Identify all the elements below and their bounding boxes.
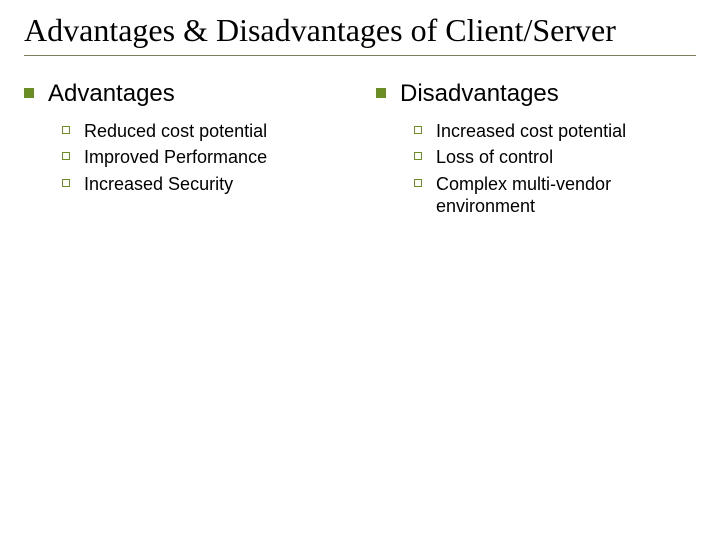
- column-disadvantages: Disadvantages Increased cost potential L…: [376, 80, 696, 222]
- column-heading: Advantages: [48, 80, 175, 108]
- title-block: Advantages & Disadvantages of Client/Ser…: [24, 12, 696, 56]
- square-outline-bullet-icon: [62, 152, 70, 160]
- square-outline-bullet-icon: [62, 179, 70, 187]
- list-item-label: Complex multi-vendor environment: [436, 173, 696, 218]
- content-columns: Advantages Reduced cost potential Improv…: [24, 80, 696, 222]
- square-bullet-icon: [24, 88, 34, 98]
- column-advantages: Advantages Reduced cost potential Improv…: [24, 80, 344, 222]
- square-bullet-icon: [376, 88, 386, 98]
- list-item-label: Increased cost potential: [436, 120, 626, 143]
- sub-list: Reduced cost potential Improved Performa…: [62, 120, 344, 196]
- list-item-label: Reduced cost potential: [84, 120, 267, 143]
- list-item-label: Loss of control: [436, 146, 553, 169]
- list-item: Increased Security: [62, 173, 344, 196]
- square-outline-bullet-icon: [414, 179, 422, 187]
- list-item: Reduced cost potential: [62, 120, 344, 143]
- square-outline-bullet-icon: [62, 126, 70, 134]
- slide-title: Advantages & Disadvantages of Client/Ser…: [24, 12, 696, 49]
- list-item-label: Improved Performance: [84, 146, 267, 169]
- sub-list: Increased cost potential Loss of control…: [414, 120, 696, 218]
- list-item: Improved Performance: [62, 146, 344, 169]
- column-heading: Disadvantages: [400, 80, 559, 108]
- list-item: Disadvantages: [376, 80, 696, 108]
- square-outline-bullet-icon: [414, 152, 422, 160]
- list-item-label: Increased Security: [84, 173, 233, 196]
- list-item: Complex multi-vendor environment: [414, 173, 696, 218]
- list-item: Increased cost potential: [414, 120, 696, 143]
- list-item: Loss of control: [414, 146, 696, 169]
- slide: Advantages & Disadvantages of Client/Ser…: [0, 0, 720, 540]
- square-outline-bullet-icon: [414, 126, 422, 134]
- list-item: Advantages: [24, 80, 344, 108]
